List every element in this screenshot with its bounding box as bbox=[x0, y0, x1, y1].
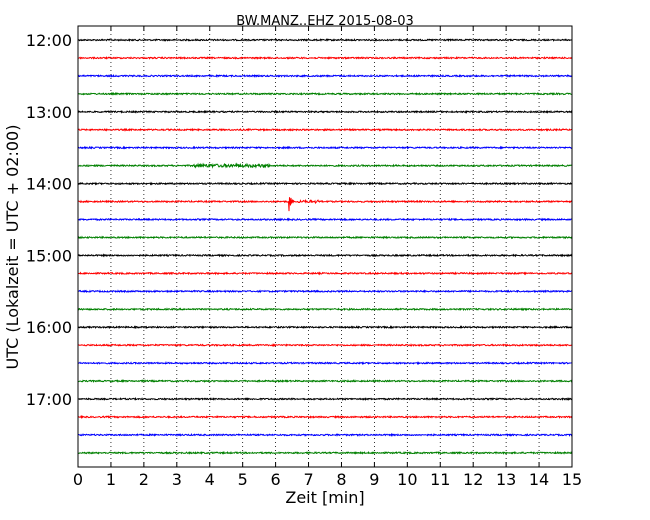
y-tick-label: 16:00 bbox=[26, 318, 72, 337]
grid-lines bbox=[110, 26, 540, 467]
seismogram-trace bbox=[77, 343, 573, 348]
seismogram-trace bbox=[77, 271, 573, 276]
seismogram-trace bbox=[77, 235, 573, 240]
x-tick-label: 4 bbox=[205, 470, 215, 489]
x-tick-label: 0 bbox=[73, 470, 83, 489]
seismogram-trace bbox=[77, 37, 573, 42]
x-tick-label: 14 bbox=[529, 470, 549, 489]
x-tick-label: 13 bbox=[496, 470, 516, 489]
y-tick-label: 17:00 bbox=[26, 390, 72, 409]
seismogram-trace bbox=[77, 253, 573, 258]
y-tick-label: 15:00 bbox=[26, 246, 72, 265]
x-tick-label: 3 bbox=[172, 470, 182, 489]
seismogram-trace bbox=[77, 127, 573, 132]
chart-title: BW.MANZ..EHZ 2015-08-03 bbox=[236, 14, 414, 29]
seismogram-trace bbox=[77, 289, 573, 294]
seismogram-trace bbox=[77, 217, 573, 222]
seismogram-trace bbox=[77, 432, 573, 437]
y-tick-label: 12:00 bbox=[26, 31, 72, 50]
y-tick-label: 14:00 bbox=[26, 175, 72, 194]
x-tick-label: 1 bbox=[106, 470, 116, 489]
seismogram-trace bbox=[77, 162, 573, 169]
x-tick-label: 11 bbox=[430, 470, 450, 489]
x-tick-label: 12 bbox=[463, 470, 483, 489]
seismogram-trace bbox=[77, 145, 573, 150]
seismogram-trace bbox=[77, 181, 573, 186]
x-tick-label: 5 bbox=[238, 470, 248, 489]
seismogram-trace bbox=[77, 307, 573, 312]
x-tick-label: 15 bbox=[562, 470, 582, 489]
seismogram-trace bbox=[77, 414, 573, 420]
y-axis-ticks: 12:00 13:00 14:00 15:00 16:00 17:00 bbox=[26, 31, 572, 409]
seismogram-trace bbox=[77, 109, 573, 114]
seismogram-trace bbox=[77, 379, 573, 384]
seismogram-trace bbox=[77, 360, 573, 366]
x-axis-ticks: 0 1 2 3 4 5 6 7 8 9 10 11 12 13 14 15 bbox=[73, 26, 582, 489]
seismogram-trace bbox=[77, 396, 573, 402]
x-tick-label: 10 bbox=[397, 470, 417, 489]
y-tick-label: 13:00 bbox=[26, 103, 72, 122]
x-tick-label: 6 bbox=[271, 470, 281, 489]
plot-frame bbox=[77, 25, 573, 468]
x-tick-label: 2 bbox=[139, 470, 149, 489]
x-tick-label: 8 bbox=[336, 470, 346, 489]
x-tick-label: 9 bbox=[369, 470, 379, 489]
x-axis-label: Zeit [min] bbox=[285, 488, 364, 507]
x-tick-label: 7 bbox=[303, 470, 313, 489]
trace-group bbox=[77, 37, 573, 455]
seismogram-trace bbox=[77, 197, 573, 212]
y-axis-label: UTC (Lokalzeit = UTC + 02:00) bbox=[3, 125, 22, 370]
seismogram-trace bbox=[77, 91, 573, 96]
seismogram-trace bbox=[77, 450, 573, 455]
seismogram-trace bbox=[77, 73, 573, 78]
seismogram-trace bbox=[77, 325, 573, 330]
seismogram-trace bbox=[77, 55, 573, 60]
